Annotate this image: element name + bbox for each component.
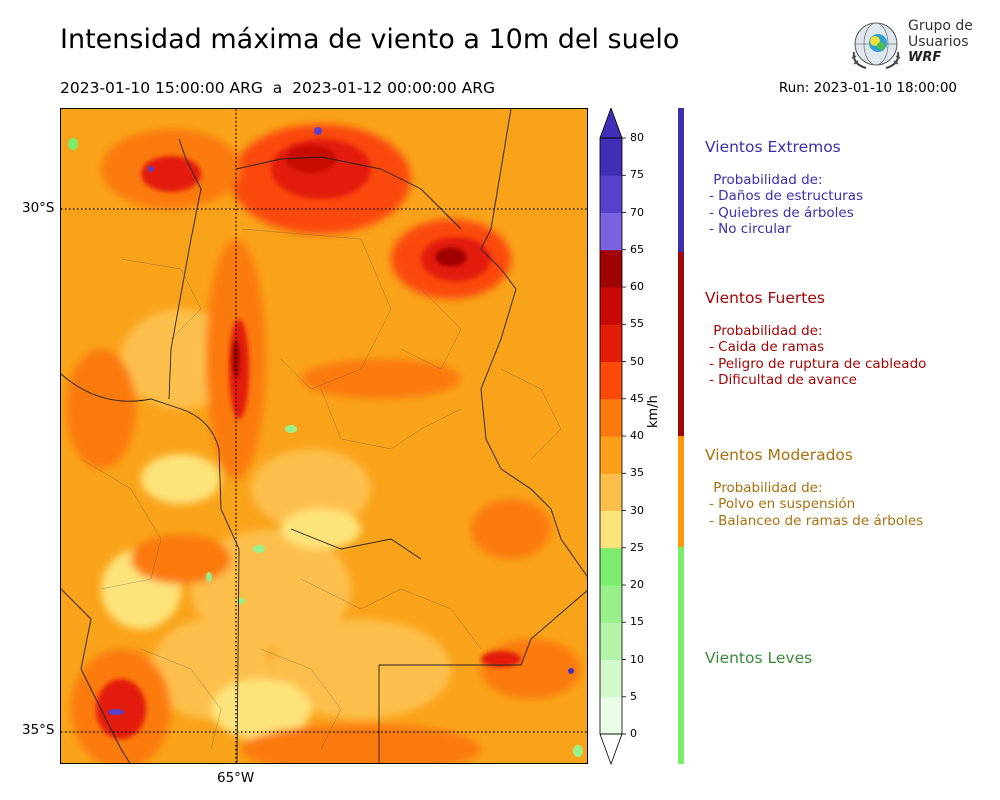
map-title: Intensidad máxima de viento a 10m del su…	[60, 24, 680, 55]
colorbar-tick-label: 70	[630, 205, 644, 219]
category-desc-extremos: Probabilidad de: - Daños de estructuras …	[709, 172, 864, 237]
colorbar-segment	[600, 175, 622, 213]
colorbar-segment	[600, 659, 622, 698]
colorbar-max-arrow	[599, 108, 623, 139]
colorbar-tick-label: 60	[630, 280, 644, 293]
colorbar-segment	[600, 361, 622, 400]
category-title-extremos: Vientos Extremos	[705, 138, 841, 156]
category-title-fuertes: Vientos Fuertes	[705, 289, 825, 307]
colorbar-tick-label: 0	[630, 727, 637, 740]
colorbar-tick-label: 65	[630, 242, 644, 256]
colorbar-segment	[600, 398, 622, 437]
colorbar-unit: km/h	[646, 395, 661, 428]
colorbar-segment	[600, 138, 622, 176]
colorbar-segment	[600, 510, 622, 549]
logo-text-line2: Usuarios	[908, 34, 969, 50]
colorbar-segment	[600, 622, 622, 660]
colorbar-segment	[600, 212, 622, 251]
category-desc-fuertes: Probabilidad de: - Caida de ramas - Peli…	[709, 323, 927, 388]
globe-icon	[851, 22, 901, 69]
colorbar-tick-label: 35	[630, 466, 644, 480]
colorbar-tick-label: 55	[630, 317, 644, 331]
colorbar-segment	[600, 324, 622, 362]
colorbar-min-arrow	[599, 733, 623, 766]
colorbar-tick-label: 50	[630, 354, 644, 368]
colorbar-tick-label: 20	[630, 578, 644, 591]
wind-intensity-field	[61, 109, 587, 763]
wrf-logo: Grupo de Usuarios WRF	[848, 16, 973, 74]
lat-label-30s: 30°S	[22, 200, 55, 216]
category-bar-leves	[678, 547, 684, 764]
colorbar-tick-label: 5	[630, 689, 637, 703]
colorbar-tick-label: 10	[630, 652, 644, 666]
category-bar-extremos	[678, 108, 684, 252]
category-desc-moderados: Probabilidad de: - Polvo en suspensión -…	[709, 480, 924, 529]
colorbar-segment	[600, 287, 622, 325]
lon-label-65w: 65°W	[217, 770, 255, 786]
category-title-moderados: Vientos Moderados	[705, 446, 853, 464]
category-bar-fuertes	[678, 252, 684, 436]
colorbar-tick-label: 25	[630, 540, 644, 554]
colorbar-segment	[600, 473, 622, 511]
logo-text-line1: Grupo de	[908, 18, 973, 34]
lat-label-35s: 35°S	[22, 722, 55, 738]
colorbar-segment	[600, 436, 622, 474]
colorbar-segment	[600, 696, 622, 735]
colorbar-tick-label: 75	[630, 168, 644, 182]
colorbar-tick-label: 45	[630, 391, 644, 405]
colorbar-tick-label: 30	[630, 503, 644, 517]
logo-text-line3: WRF	[908, 50, 942, 65]
colorbar-tick-label: 15	[630, 615, 644, 629]
category-bar-moderados	[678, 436, 684, 547]
wind-map[interactable]	[60, 108, 588, 764]
colorbar-segment	[600, 547, 622, 586]
colorbar-tick-label: 80	[630, 131, 644, 144]
forecast-period: 2023-01-10 15:00:00 ARG a 2023-01-12 00:…	[60, 79, 496, 97]
colorbar-tick-label: 40	[630, 429, 644, 442]
colorbar-segment	[600, 249, 622, 288]
category-title-leves: Vientos Leves	[705, 649, 813, 667]
colorbar	[599, 108, 626, 766]
run-time: Run: 2023-01-10 18:00:00	[778, 80, 957, 96]
colorbar-segment	[600, 585, 622, 623]
